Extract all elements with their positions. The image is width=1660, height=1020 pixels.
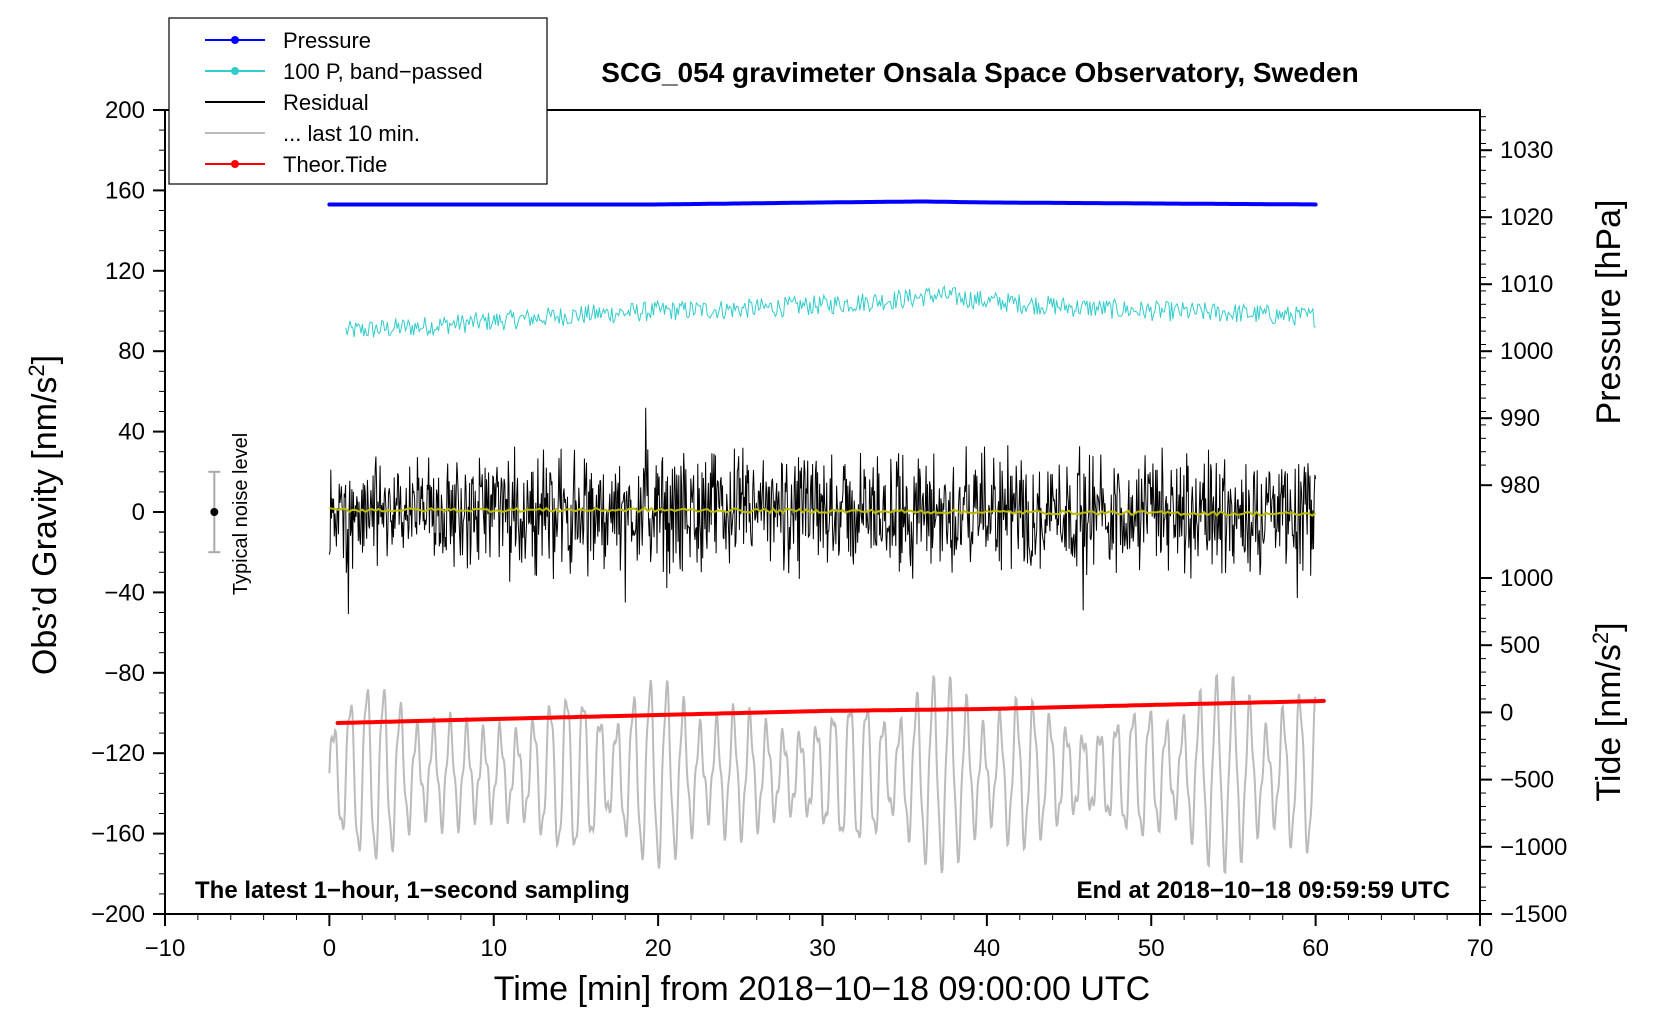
noise-bar-layer	[208, 470, 221, 554]
x-axis-title: Time [min] from 2018−10−18 09:00:00 UTC	[494, 970, 1150, 1008]
legend-marker	[231, 160, 239, 168]
y-tick-label: 160	[105, 177, 145, 204]
tide-tick-label: 0	[1500, 699, 1513, 726]
noise-label: Typical noise level	[230, 433, 252, 595]
series-pressure	[327, 199, 1318, 207]
y-tick-label: −40	[104, 579, 145, 606]
pressure-tick-label: 980	[1500, 472, 1540, 499]
tide-tick-label: −1500	[1500, 901, 1567, 928]
x-tick-label: −10	[145, 935, 186, 962]
legend-marker	[231, 67, 239, 75]
series-theor-tide	[335, 698, 1326, 725]
y-tick-label: 0	[132, 499, 145, 526]
y-axis-title-tide: Tide [nm/s2]	[1588, 622, 1628, 801]
tide-tick-label: −1000	[1500, 834, 1567, 861]
tide-tick-label: −500	[1500, 767, 1554, 794]
x-tick-label: 0	[323, 935, 336, 962]
y-tick-label: −200	[91, 901, 145, 928]
x-tick-label: 50	[1138, 935, 1165, 962]
noise-bar-center	[210, 508, 219, 516]
tide-tick-label: 500	[1500, 632, 1540, 659]
legend-label: ... last 10 min.	[283, 121, 420, 146]
series-residual	[328, 407, 1317, 615]
pressure-tick-label: 1030	[1500, 137, 1553, 164]
series-residual-smoothed	[329, 506, 1317, 517]
x-tick-label: 20	[645, 935, 672, 962]
legend: Pressure 100 P, band−passed Residual ... la…	[168, 17, 548, 185]
tide-tick-label: 1000	[1500, 565, 1553, 592]
series-last-10-min	[328, 673, 1317, 875]
legend-marker	[231, 36, 239, 44]
y-axis-title-left: Obs’d Gravity [nm/s2]	[24, 355, 64, 675]
y-axis-title-pressure: Pressure [hPa]	[1590, 200, 1628, 425]
legend-label: Theor.Tide	[283, 152, 387, 177]
pressure-tick-label: 1020	[1500, 204, 1553, 231]
y-tick-label: 80	[118, 338, 145, 365]
series-band-passed	[345, 284, 1316, 338]
x-tick-label: 40	[974, 935, 1001, 962]
series-layer	[327, 199, 1326, 875]
y-tick-label: 120	[105, 258, 145, 285]
y-tick-label: −120	[91, 740, 145, 767]
legend-entries: Pressure 100 P, band−passed Residual ... la…	[205, 28, 483, 177]
y-tick-label: 200	[105, 97, 145, 124]
note-left: The latest 1−hour, 1−second sampling	[195, 877, 630, 904]
pressure-tick-label: 990	[1500, 405, 1540, 432]
y-tick-label: 40	[118, 419, 145, 446]
pressure-tick-label: 1000	[1500, 338, 1553, 365]
legend-label: Pressure	[283, 28, 371, 53]
chart-title: SCG_054 gravimeter Onsala Space Observat…	[601, 57, 1358, 88]
x-tick-label: 10	[480, 935, 507, 962]
x-tick-label: 70	[1467, 935, 1494, 962]
x-tick-label: 60	[1302, 935, 1329, 962]
noise-indicator: Typical noise level	[208, 433, 252, 595]
legend-label: 100 P, band−passed	[283, 59, 483, 84]
note-right: End at 2018−10−18 09:59:59 UTC	[1076, 877, 1450, 904]
y-tick-label: −80	[104, 660, 145, 687]
y-tick-label: −160	[91, 821, 145, 848]
pressure-tick-label: 1010	[1500, 271, 1553, 298]
ticks-layer: −10 0 10 20 30 40 50 60 7020016012080400−40−80−1…	[91, 97, 1567, 962]
x-tick-label: 30	[809, 935, 836, 962]
legend-label: Residual	[283, 90, 369, 115]
